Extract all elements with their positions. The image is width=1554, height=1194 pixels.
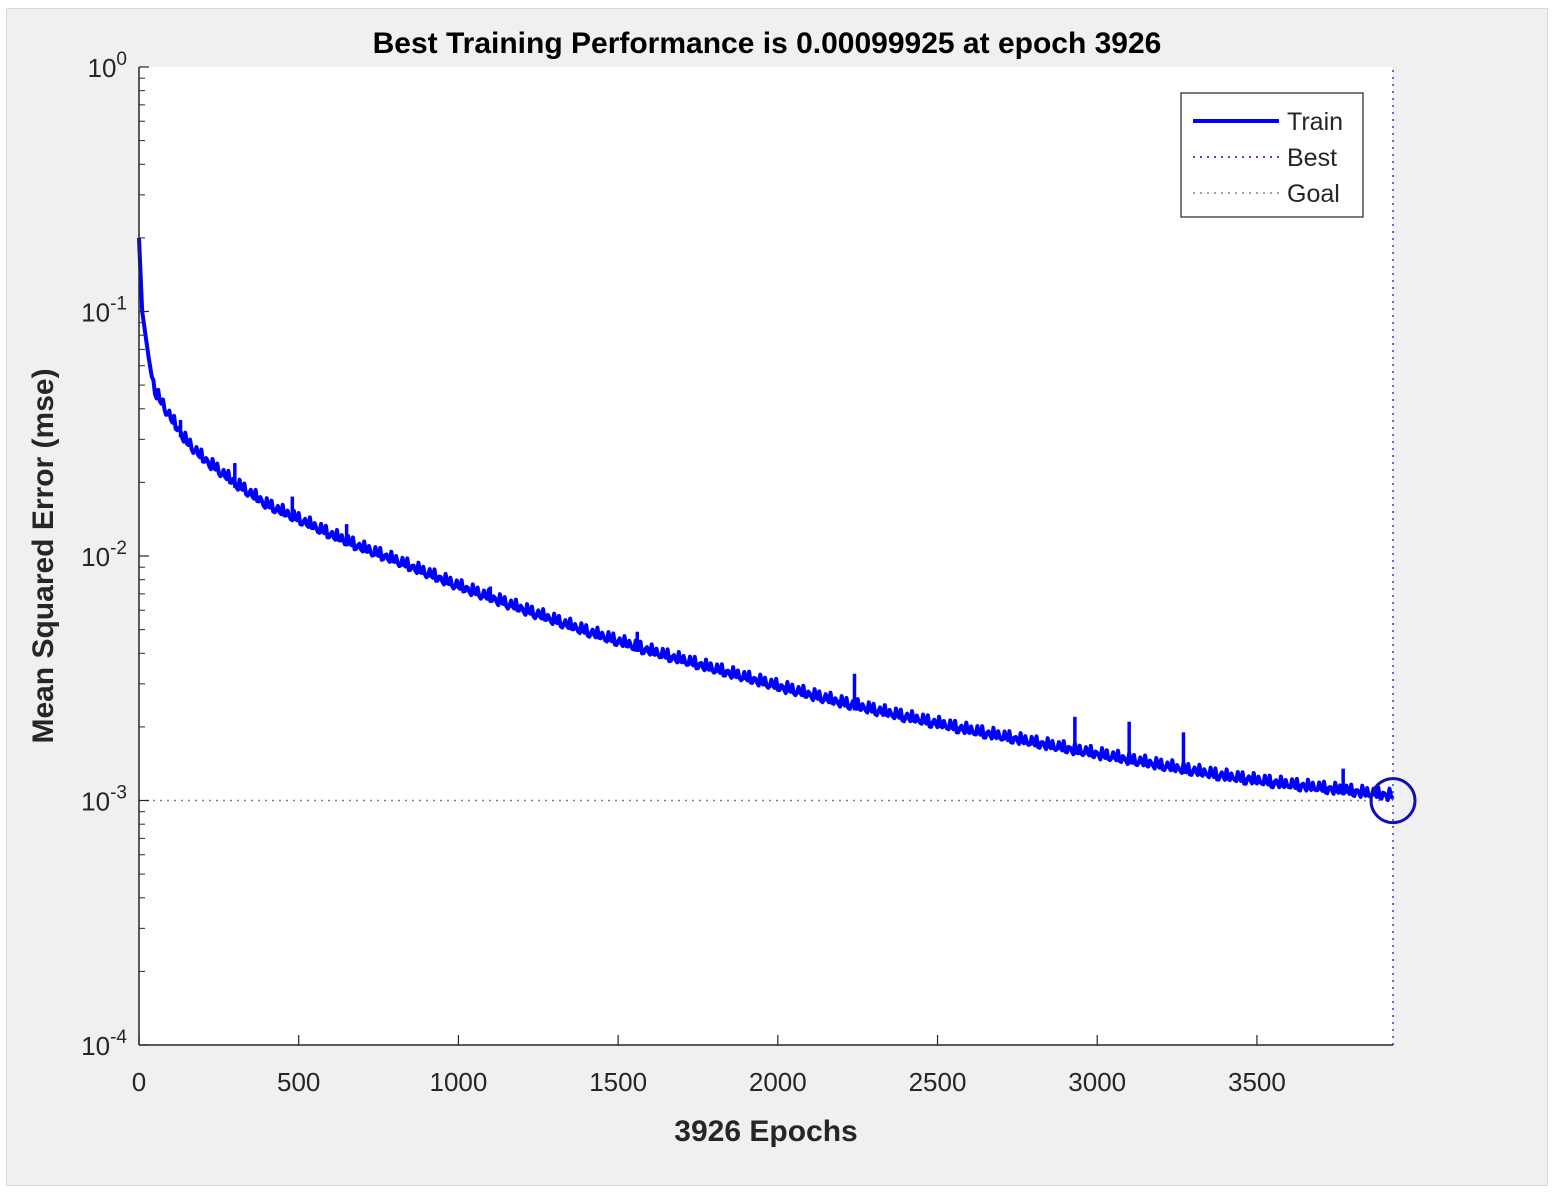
chart-title: Best Training Performance is 0.00099925 … <box>373 27 1162 60</box>
x-tick-label: 3500 <box>1228 1067 1286 1097</box>
y-tick-label: 10-4 <box>81 1027 127 1061</box>
y-tick-label: 10-1 <box>81 294 127 328</box>
y-tick-label: 100 <box>88 49 128 83</box>
x-tick-label: 500 <box>277 1067 320 1097</box>
legend-goal-label: Goal <box>1287 180 1340 208</box>
legend: Train Best Goal <box>1180 92 1364 218</box>
x-tick-label: 2000 <box>749 1067 807 1097</box>
legend-best-label: Best <box>1287 144 1337 172</box>
best-epoch-marker <box>1369 777 1417 825</box>
x-tick-label: 1500 <box>589 1067 647 1097</box>
figure-window: Best Training Performance is 0.00099925 … <box>6 8 1548 1186</box>
x-tick-label: 1000 <box>429 1067 487 1097</box>
legend-train-label: Train <box>1287 108 1343 136</box>
performance-chart: Best Training Performance is 0.00099925 … <box>27 27 1417 1148</box>
x-tick-label: 3000 <box>1068 1067 1126 1097</box>
x-tick-label: 2500 <box>909 1067 967 1097</box>
x-tick-label: 0 <box>132 1067 146 1097</box>
y-tick-label: 10-3 <box>81 783 127 817</box>
y-tick-label: 10-2 <box>81 538 127 572</box>
plot-area <box>139 67 1393 1045</box>
x-axis-title: 3926 Epochs <box>674 1115 857 1148</box>
y-axis-title: Mean Squared Error (mse) <box>27 368 60 743</box>
legend-box <box>1180 92 1364 218</box>
